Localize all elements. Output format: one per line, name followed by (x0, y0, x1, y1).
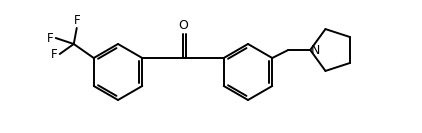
Text: F: F (73, 14, 80, 27)
Text: F: F (47, 32, 54, 45)
Text: N: N (311, 43, 321, 57)
Text: O: O (178, 19, 188, 32)
Text: F: F (51, 47, 58, 61)
